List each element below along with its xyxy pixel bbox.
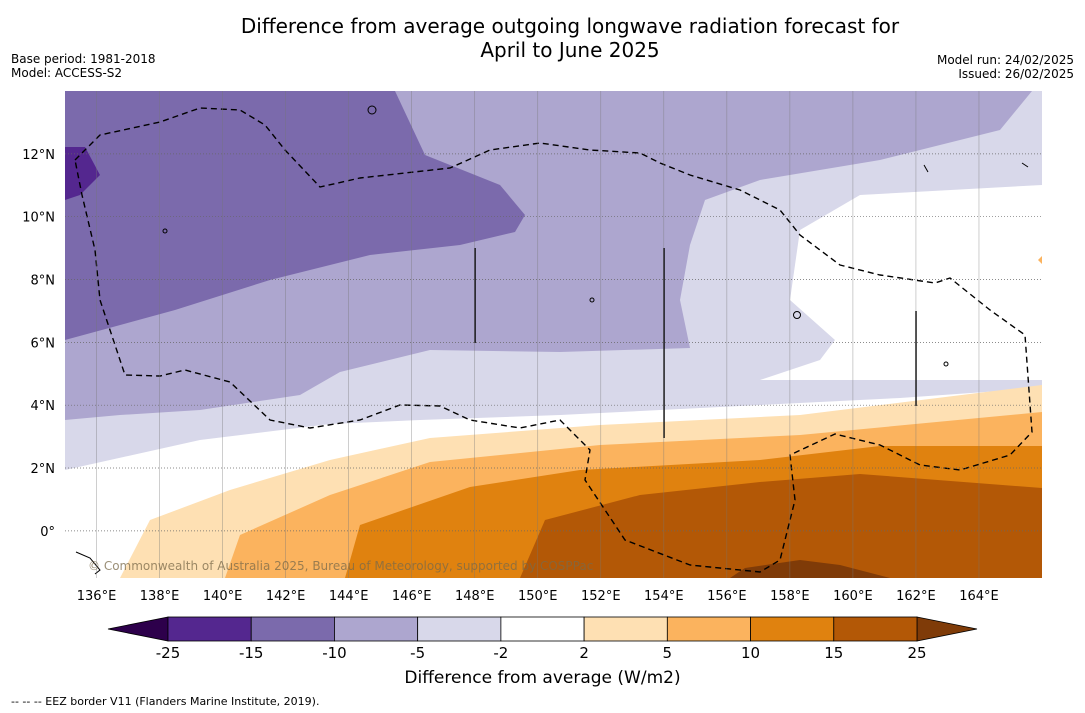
island-6 [75, 551, 101, 575]
colorbar-swatch [666, 616, 751, 642]
colorbar-over [916, 616, 978, 642]
colorbar-swatch [500, 616, 585, 642]
lon-labels: 136°E 138°E 140°E 142°E 144°E 146°E 148°E 150°E… [77, 589, 999, 604]
colorbar-tick-label: -10 [322, 644, 347, 662]
lon-label: 154°E [644, 589, 684, 604]
lat-label: 12°N [22, 148, 55, 163]
island-8 [923, 164, 929, 173]
lon-label: 158°E [770, 589, 810, 604]
colorbar-swatch [417, 616, 502, 642]
meta-right: Model run: 24/02/2025 Issued: 26/02/2025 [937, 53, 1074, 81]
colorbar-swatch [167, 616, 252, 642]
colorbar-tick-label: -25 [156, 644, 181, 662]
colorbar-tick-label: 5 [663, 644, 673, 662]
colorbar-title: Difference from average (W/m2) [404, 668, 681, 688]
colorbar: -25 -15 -10 -5 -2 2 5 10 15 25 [107, 616, 978, 662]
contour-fill [65, 91, 1042, 578]
coastlines [75, 105, 1029, 575]
lon-label: 144°E [329, 589, 369, 604]
island-3 [793, 311, 801, 319]
lon-label: 164°E [959, 589, 999, 604]
colorbar-tick-label: -5 [410, 644, 425, 662]
lon-label: 160°E [833, 589, 873, 604]
island-4 [943, 361, 949, 367]
title-line-1: Difference from average outgoing longwav… [240, 14, 900, 38]
lat-label: 2°N [31, 462, 56, 477]
colorbar-swatch [250, 616, 335, 642]
lat-label: 6°N [31, 336, 56, 351]
lat-label: 4°N [31, 399, 56, 414]
island-7 [1021, 162, 1029, 168]
band-minus-15 [65, 91, 525, 340]
colorbar-swatch [334, 616, 419, 642]
lat-label: 10°N [22, 211, 55, 226]
eez-palau-fsm-west [74, 107, 1033, 573]
lon-label: 138°E [140, 589, 180, 604]
colorbar-tick-label: 25 [907, 644, 926, 662]
meta-left: Base period: 1981-2018 Model: ACCESS-S2 [11, 52, 156, 80]
lon-label: 140°E [203, 589, 243, 604]
lon-label: 150°E [518, 589, 558, 604]
lon-label: 162°E [896, 589, 936, 604]
lat-label: 8°N [31, 274, 56, 289]
lon-label: 136°E [77, 589, 117, 604]
eez-borders [74, 107, 1033, 573]
lat-label: 0° [40, 525, 55, 540]
watermark: © Commonwealth of Australia 2025, Bureau… [88, 559, 593, 573]
island-5 [589, 297, 595, 303]
gridlines [65, 91, 1042, 578]
chart-title: Difference from average outgoing longwav… [170, 14, 970, 62]
colorbar-tick-label: 2 [579, 644, 589, 662]
lon-label: 148°E [455, 589, 495, 604]
band-plus-25 [730, 560, 890, 578]
model-run: Model run: 24/02/2025 [936, 53, 1074, 67]
band-minus-25 [65, 147, 100, 200]
colorbar-swatch [583, 616, 668, 642]
colorbar-under [107, 616, 169, 642]
colorbar-swatch [750, 616, 835, 642]
band-white-east [760, 185, 1042, 380]
edge-marker [1038, 256, 1042, 264]
lon-label: 156°E [707, 589, 747, 604]
island-2 [162, 228, 168, 234]
title-line-2: April to June 2025 [480, 38, 660, 62]
lon-label: 152°E [581, 589, 621, 604]
colorbar-tick-label: -15 [239, 644, 264, 662]
base-period: Base period: 1981-2018 [11, 52, 156, 66]
lon-label: 142°E [266, 589, 306, 604]
eez-legend: -- -- -- EEZ border V11 (Flanders Marine… [11, 695, 320, 708]
issued-date: Issued: 26/02/2025 [958, 67, 1074, 81]
colorbar-tick-label: -2 [493, 644, 508, 662]
lat-labels: 12°N 10°N 8°N 6°N 4°N 2°N 0° [22, 148, 55, 540]
model-name: Model: ACCESS-S2 [11, 66, 123, 80]
band-plus-15 [520, 474, 1042, 578]
colorbar-tick-label: 15 [824, 644, 843, 662]
lon-label: 146°E [392, 589, 432, 604]
island-1 [367, 105, 377, 115]
colorbar-tick-label: 10 [741, 644, 760, 662]
colorbar-swatch [833, 616, 918, 642]
